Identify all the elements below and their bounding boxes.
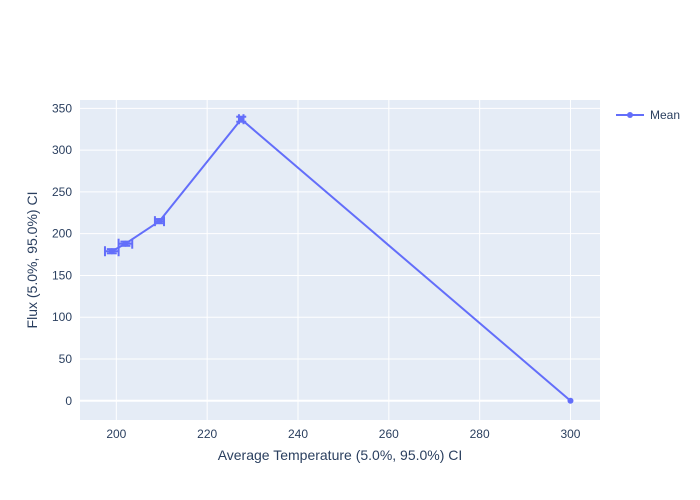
data-point[interactable] bbox=[238, 116, 245, 123]
y-axis-title: Flux (5.0%, 95.0%) CI bbox=[24, 192, 40, 329]
x-tick-label: 280 bbox=[470, 427, 490, 441]
series-mean[interactable] bbox=[103, 114, 574, 404]
data-point[interactable] bbox=[567, 397, 574, 404]
data-point[interactable] bbox=[108, 248, 115, 255]
y-tick-label: 100 bbox=[52, 310, 72, 324]
x-tick-label: 260 bbox=[379, 427, 399, 441]
legend-marker-mean bbox=[627, 112, 633, 118]
x-tick-label: 220 bbox=[197, 427, 217, 441]
legend-label-mean: Mean bbox=[650, 108, 680, 122]
legend[interactable]: Mean bbox=[616, 108, 680, 122]
y-tick-label: 250 bbox=[52, 185, 72, 199]
tick-labels: 200 220 240 260 280 300 0 50 100 150 200 250 300 350 bbox=[52, 101, 581, 441]
data-point[interactable] bbox=[122, 240, 129, 247]
y-tick-label: 150 bbox=[52, 268, 72, 282]
x-axis-title: Average Temperature (5.0%, 95.0%) CI bbox=[218, 447, 463, 463]
x-tick-label: 200 bbox=[106, 427, 126, 441]
x-tick-label: 300 bbox=[560, 427, 580, 441]
data-point[interactable] bbox=[156, 218, 163, 225]
y-tick-label: 350 bbox=[52, 101, 72, 115]
plot-area[interactable] bbox=[80, 100, 600, 420]
y-tick-label: 0 bbox=[65, 394, 72, 408]
gridlines bbox=[80, 100, 600, 420]
y-tick-label: 50 bbox=[59, 352, 73, 366]
y-tick-label: 300 bbox=[52, 143, 72, 157]
y-tick-label: 200 bbox=[52, 227, 72, 241]
x-tick-label: 240 bbox=[288, 427, 308, 441]
